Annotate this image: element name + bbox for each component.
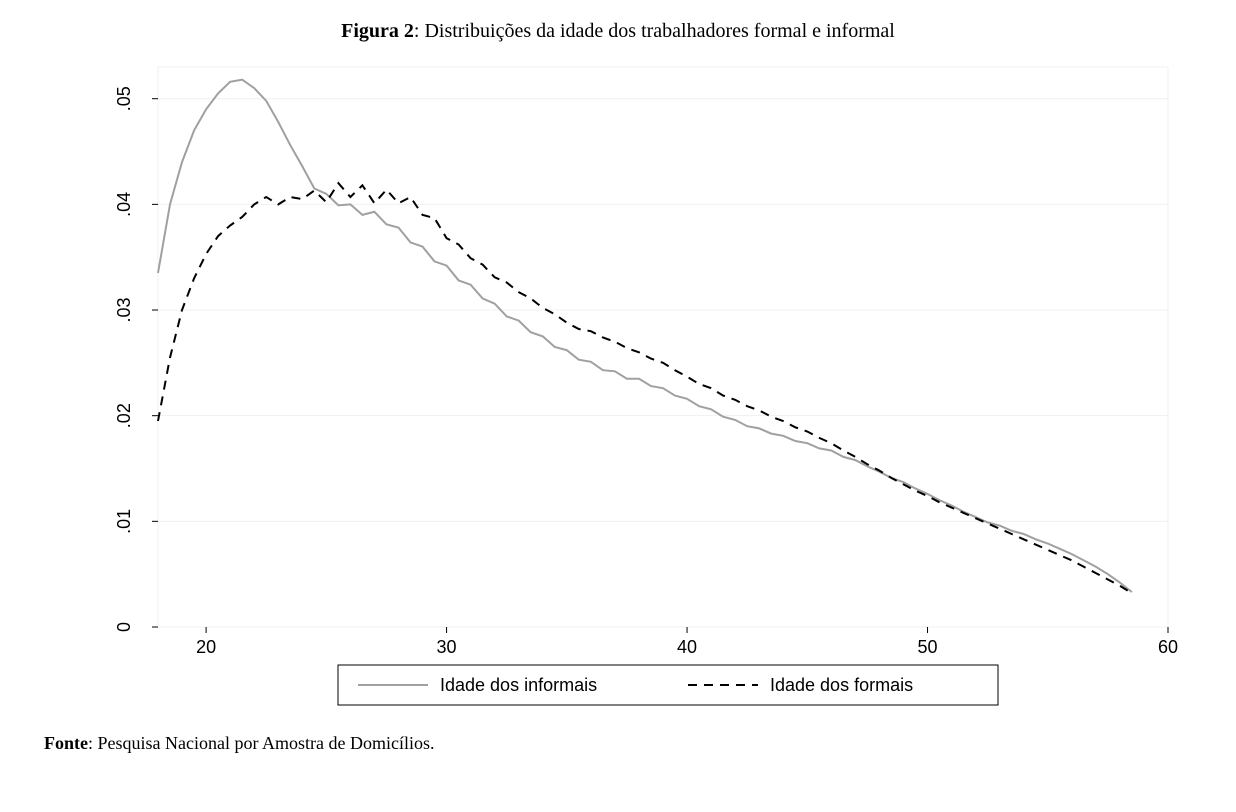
y-tick-label: .04 — [114, 192, 134, 217]
y-tick-label: .03 — [114, 298, 134, 323]
y-tick-label: 0 — [114, 622, 134, 632]
figure-title-text: : Distribuições da idade dos trabalhador… — [414, 20, 895, 42]
figure-source-prefix: Fonte — [44, 733, 88, 753]
x-tick-label: 30 — [437, 637, 457, 657]
y-tick-label: .05 — [114, 86, 134, 111]
x-tick-label: 20 — [196, 637, 216, 657]
x-tick-label: 60 — [1158, 637, 1178, 657]
x-tick-label: 40 — [677, 637, 697, 657]
figure-title: Figura 2: Distribuições da idade dos tra… — [20, 20, 1216, 43]
figure-source: Fonte: Pesquisa Nacional por Amostra de … — [44, 733, 1216, 754]
x-tick-label: 50 — [918, 637, 938, 657]
legend-label: Idade dos formais — [770, 675, 913, 695]
y-tick-label: .01 — [114, 509, 134, 534]
chart-svg: 0 .01 .02 .03 .04 .05 20 30 40 50 60 Idade dos info… — [48, 57, 1188, 717]
figure-title-prefix: Figura 2 — [341, 20, 414, 42]
legend-label: Idade dos informais — [440, 675, 597, 695]
figure-container: Figura 2: Distribuições da idade dos tra… — [20, 20, 1216, 792]
plot-background — [158, 67, 1168, 627]
chart-area: 0 .01 .02 .03 .04 .05 20 30 40 50 60 Idade dos info… — [48, 57, 1188, 717]
y-tick-label: .02 — [114, 403, 134, 428]
figure-source-text: : Pesquisa Nacional por Amostra de Domic… — [88, 733, 434, 753]
